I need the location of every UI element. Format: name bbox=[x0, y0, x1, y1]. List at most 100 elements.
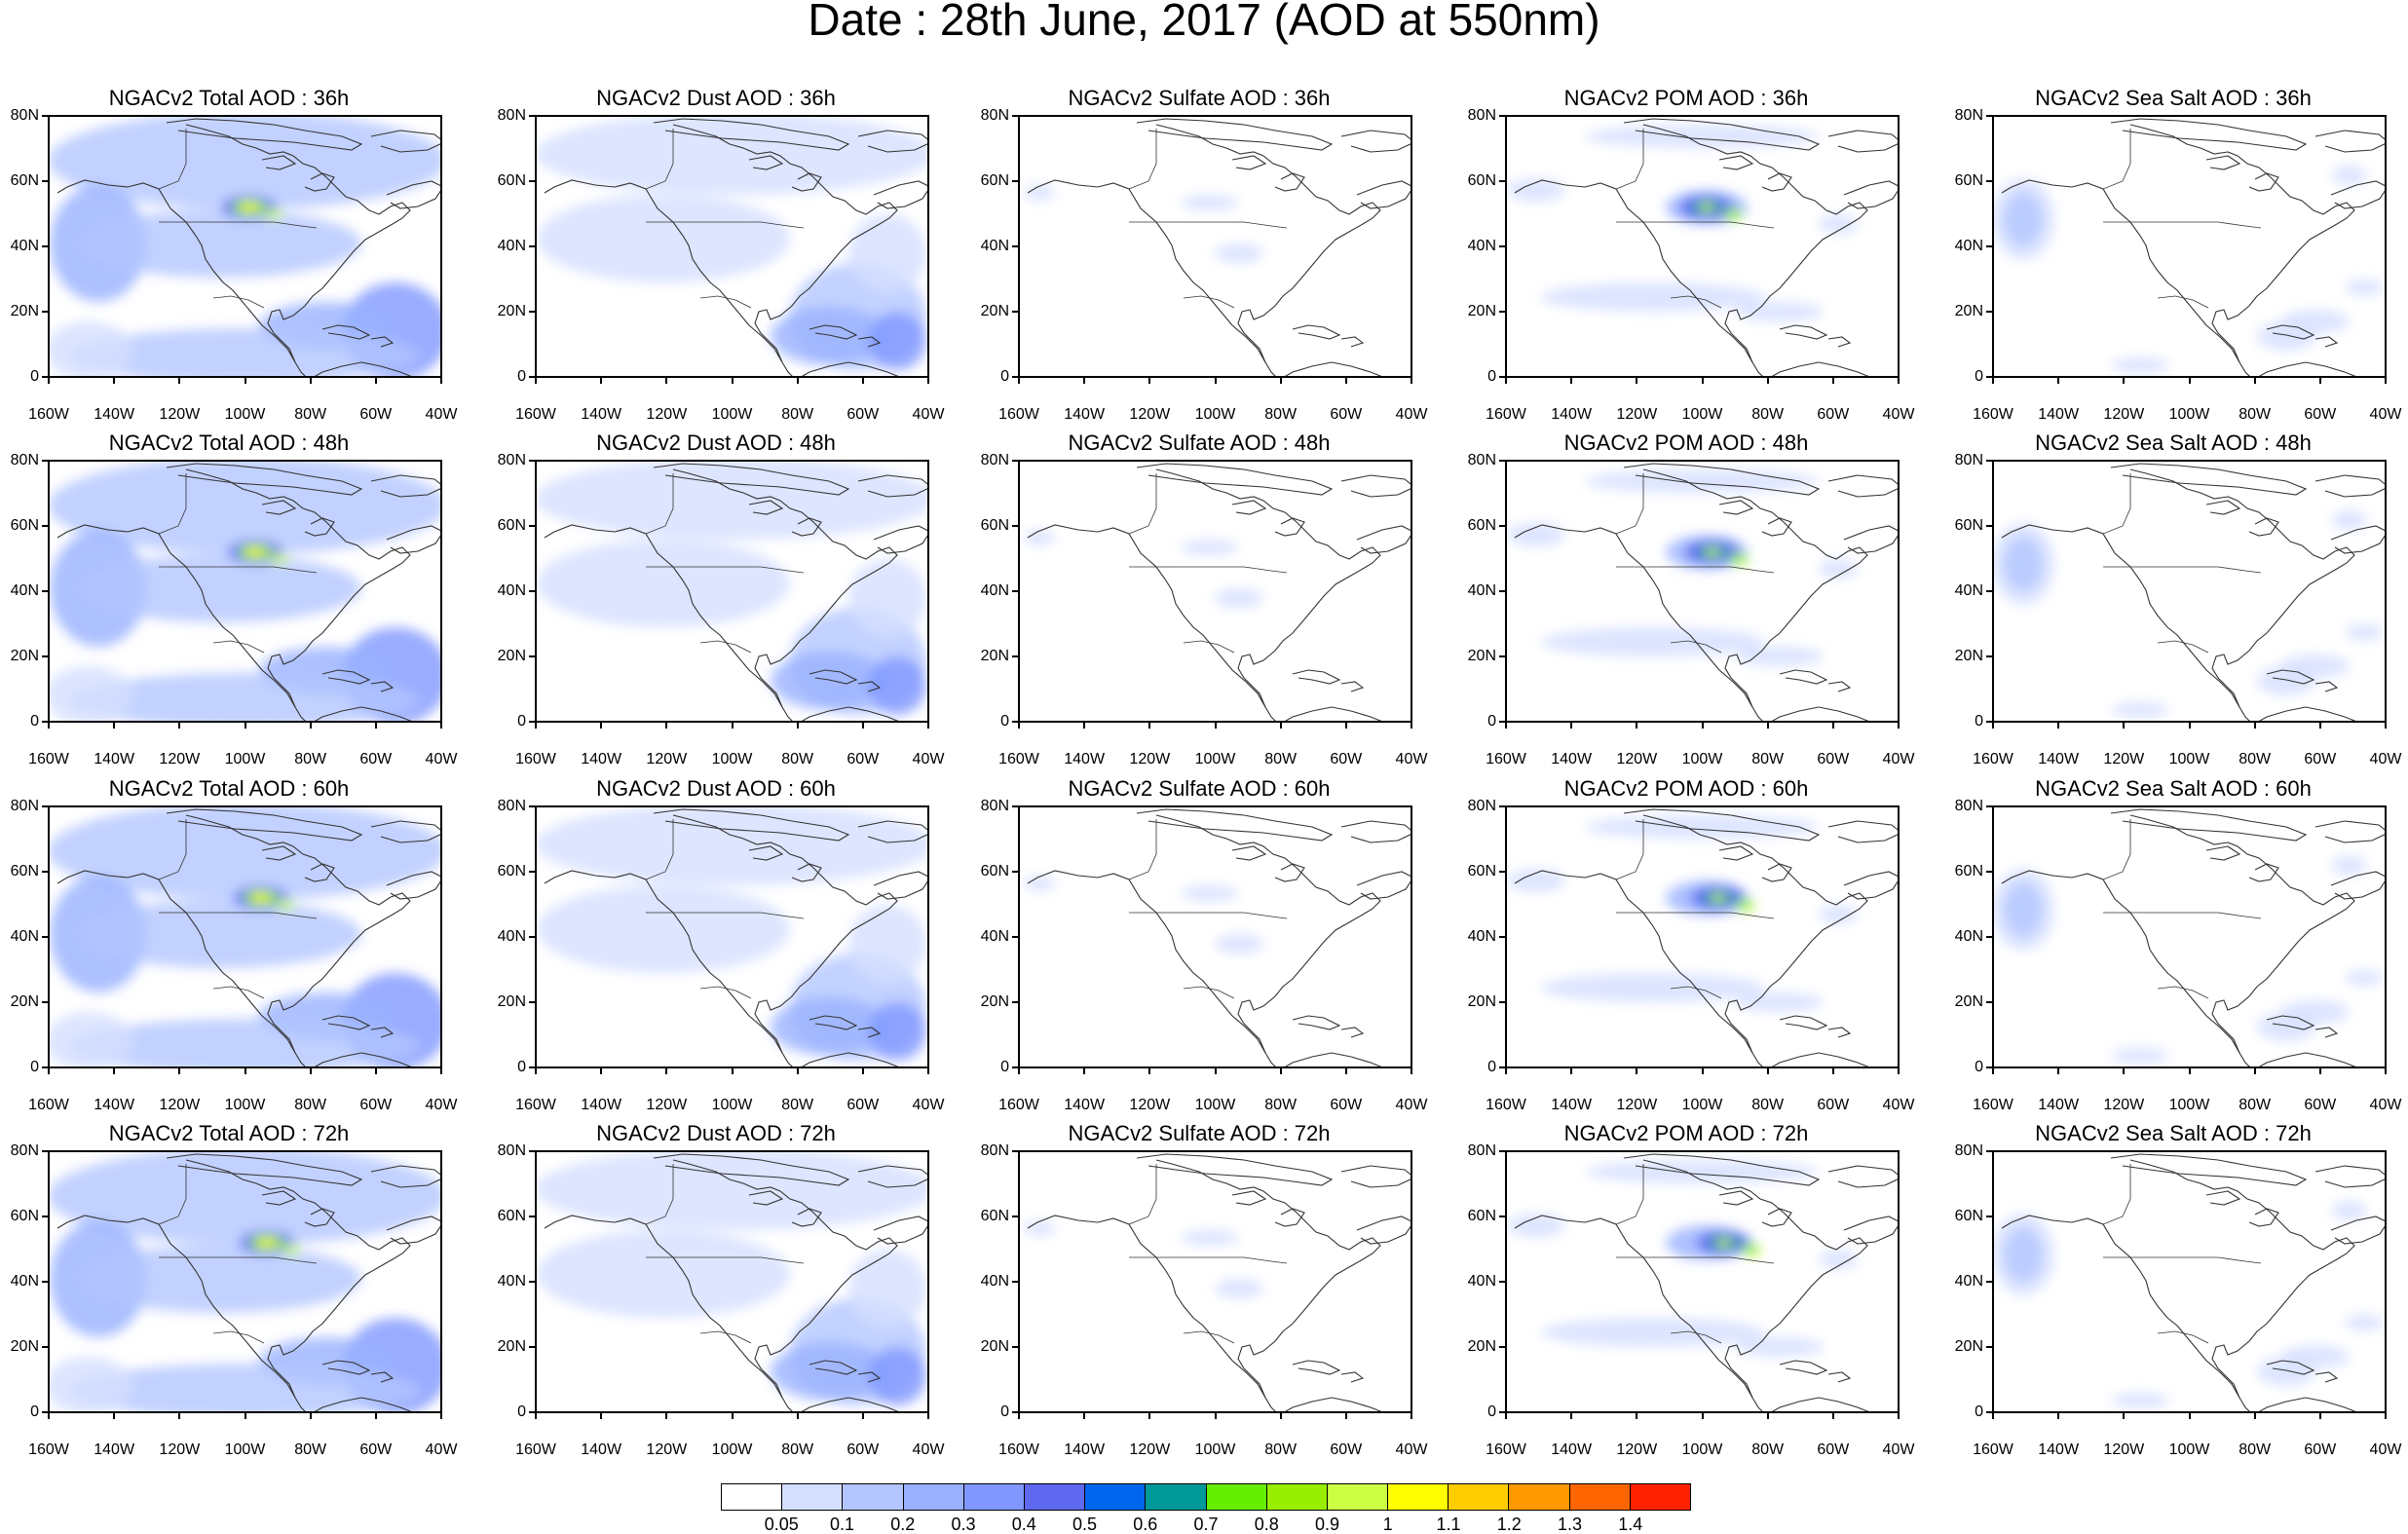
longitude-tick bbox=[1214, 378, 1217, 384]
aod-plume bbox=[2004, 1227, 2043, 1282]
coastline bbox=[261, 500, 297, 515]
coastline bbox=[1843, 180, 1898, 209]
coastline bbox=[1340, 681, 1365, 692]
longitude-tick-label: 100W bbox=[1681, 751, 1723, 767]
coastline bbox=[2248, 863, 2279, 882]
aod-plume bbox=[50, 807, 440, 900]
longitude-tick bbox=[2385, 378, 2387, 384]
map-plot-area bbox=[48, 115, 442, 378]
coastline bbox=[809, 324, 858, 340]
latitude-tick-label: 60N bbox=[1954, 863, 1983, 879]
latitude-tick-label: 60N bbox=[980, 172, 1009, 189]
latitude-tick bbox=[1499, 805, 1505, 807]
political-border bbox=[158, 819, 187, 880]
coastline bbox=[1779, 669, 1828, 685]
longitude-tick-label: 40W bbox=[425, 751, 458, 767]
longitude-tick-label: 80W bbox=[1264, 406, 1298, 423]
longitude-tick bbox=[600, 1413, 603, 1419]
coastline bbox=[370, 681, 395, 692]
longitude-tick bbox=[1279, 1413, 1282, 1419]
coastline bbox=[1274, 172, 1305, 192]
coastline bbox=[386, 1216, 440, 1245]
coastline bbox=[2314, 820, 2385, 843]
latitude-tick bbox=[529, 180, 535, 182]
longitude-tick bbox=[731, 1068, 734, 1074]
latitude-tick bbox=[529, 655, 535, 657]
aod-plume bbox=[2111, 357, 2169, 373]
latitude-tick bbox=[1012, 311, 1018, 313]
colorbar-label: 0.8 bbox=[1254, 1515, 1279, 1534]
coastline bbox=[2314, 1371, 2339, 1383]
longitude-tick bbox=[731, 378, 734, 384]
latitude-tick-label: 80N bbox=[1467, 798, 1496, 814]
longitude-tick bbox=[2318, 1413, 2321, 1419]
longitude-tick-label: 120W bbox=[1616, 406, 1658, 423]
longitude-tick bbox=[1083, 1413, 1086, 1419]
coastline bbox=[1136, 1153, 1334, 1186]
latitude-tick bbox=[42, 180, 48, 182]
aod-plume bbox=[50, 1152, 440, 1245]
longitude-tick-label: 80W bbox=[1264, 1441, 1298, 1458]
latitude-tick bbox=[1012, 525, 1018, 527]
coastline bbox=[1231, 1190, 1267, 1206]
longitude-tick bbox=[2123, 1413, 2126, 1419]
panel-title: NGACv2 Dust AOD : 60h bbox=[596, 776, 836, 801]
latitude-tick-label: 60N bbox=[980, 517, 1009, 534]
longitude-tick-label: 100W bbox=[224, 1441, 266, 1458]
political-border bbox=[1129, 912, 1288, 919]
coastline bbox=[1642, 814, 1868, 1054]
aod-field bbox=[537, 1152, 927, 1405]
coastline bbox=[2330, 525, 2385, 554]
coastline bbox=[370, 820, 440, 843]
latitude-tick bbox=[1012, 180, 1018, 182]
coastline bbox=[672, 814, 898, 1054]
longitude-tick bbox=[1701, 1413, 1704, 1419]
latitude-tick-label: 40N bbox=[497, 1273, 526, 1290]
latitude-tick bbox=[1986, 1216, 1992, 1217]
latitude-tick bbox=[529, 311, 535, 313]
latitude-tick bbox=[1499, 1411, 1505, 1413]
latitude-tick-label: 0 bbox=[1975, 368, 1983, 385]
aod-plume bbox=[1735, 899, 1754, 911]
latitude-tick-label: 40N bbox=[1467, 238, 1496, 254]
coastline bbox=[2248, 1208, 2279, 1227]
aod-plume bbox=[79, 554, 361, 622]
longitude-tick-label: 40W bbox=[2369, 751, 2402, 767]
longitude-tick-label: 100W bbox=[2168, 751, 2210, 767]
longitude-tick bbox=[1636, 378, 1638, 384]
colorbar-swatch bbox=[1509, 1484, 1570, 1510]
coastline bbox=[2129, 814, 2355, 1054]
longitude-tick-label: 160W bbox=[1486, 1441, 1526, 1458]
longitude-tick bbox=[244, 378, 246, 384]
figure-title: Date : 28th June, 2017 (AOD at 550nm) bbox=[808, 0, 1600, 45]
latitude-tick bbox=[42, 1411, 48, 1413]
latitude-tick-label: 0 bbox=[1000, 1403, 1009, 1420]
aod-field bbox=[1507, 815, 1858, 1012]
longitude-tick-label: 160W bbox=[1486, 406, 1526, 423]
latitude-tick-label: 40N bbox=[1467, 928, 1496, 945]
longitude-tick-label: 60W bbox=[359, 1097, 393, 1113]
longitude-tick-label: 140W bbox=[1551, 1097, 1593, 1113]
coastline bbox=[1843, 525, 1898, 554]
coastline bbox=[1761, 863, 1792, 882]
aod-plume bbox=[50, 1012, 132, 1066]
aod-field bbox=[1994, 166, 2384, 373]
longitude-tick bbox=[1505, 378, 1507, 384]
coastline bbox=[2258, 1052, 2356, 1066]
coastline bbox=[1284, 1052, 1382, 1066]
coastline bbox=[370, 1165, 440, 1188]
longitude-tick bbox=[2188, 1413, 2191, 1419]
aod-plume bbox=[1705, 548, 1720, 556]
coastline bbox=[2129, 468, 2355, 708]
latitude-tick bbox=[1012, 1216, 1018, 1217]
latitude-tick bbox=[1499, 525, 1505, 527]
latitude-tick bbox=[1986, 311, 1992, 313]
coastline bbox=[1623, 1153, 1821, 1186]
latitude-tick bbox=[529, 936, 535, 938]
map-panel: NGACv2 Total AOD : 60h 80N 60N 40N 20N 0 160W 1… bbox=[0, 776, 458, 1117]
latitude-tick bbox=[529, 245, 535, 247]
aod-map bbox=[1024, 463, 1411, 721]
longitude-tick-label: 40W bbox=[1882, 1441, 1915, 1458]
political-border bbox=[158, 129, 187, 190]
coastline bbox=[1514, 524, 1763, 721]
